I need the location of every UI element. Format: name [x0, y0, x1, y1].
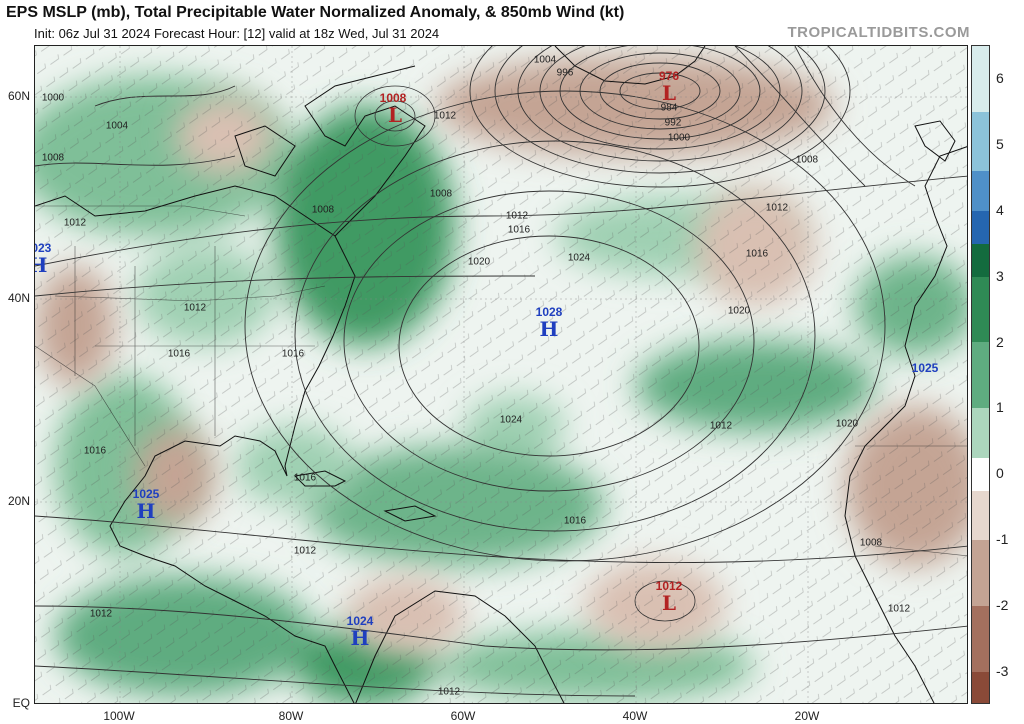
lat-label-eq: EQ: [12, 696, 30, 710]
colorbar-segment: [972, 457, 989, 491]
colorbar-tick-label: 4: [996, 201, 1004, 218]
colorbar-tick-label: 1: [996, 399, 1004, 416]
map-canvas: [35, 46, 967, 703]
isobar-label: 1008: [41, 152, 65, 164]
lat-label-60n: 60N: [7, 89, 30, 103]
isobar-label: 1012: [89, 608, 113, 620]
deep-low-isobars: [469, 46, 851, 188]
graticule: [35, 46, 967, 703]
isobar-label: 1008: [311, 204, 335, 216]
colorbar-segment: [972, 671, 989, 703]
colorbar-segment: [972, 46, 989, 112]
lat-label-20n: 20N: [7, 494, 30, 508]
isobar-label: 1020: [727, 305, 751, 317]
high-1024-symbol: H: [350, 626, 370, 650]
high-1028-symbol: H: [539, 317, 559, 341]
isobar-label: 1020: [467, 256, 491, 268]
lon-label-80w: 80W: [278, 709, 304, 723]
lat-label-40n: 40N: [7, 291, 30, 305]
colorbar-tick-label: 3: [996, 267, 1004, 284]
high-1024-value: 1024: [346, 614, 374, 628]
high-1023-symbol: H: [35, 253, 47, 277]
colorbar-tick-label: 0: [996, 465, 1004, 482]
isobar-label: 1000: [41, 92, 65, 104]
colorbar-tick-label: -2: [996, 597, 1009, 614]
site-brand: TROPICALTIDBITS.COM: [787, 24, 970, 41]
colorbar-segment: [972, 210, 989, 244]
isobar-label: 1012: [183, 302, 207, 314]
isobar-label: 1016: [167, 348, 191, 360]
high-1025-mexico-symbol: H: [136, 499, 156, 523]
isobar-label: 1024: [499, 414, 523, 426]
isobar-label: 1016: [281, 348, 305, 360]
isobar-label: 1016: [507, 224, 531, 236]
low-1012-value: 1012: [655, 579, 683, 593]
isobar-label: 1016: [293, 472, 317, 484]
isobar-label: 996: [556, 67, 574, 79]
lon-label-20w: 20W: [794, 709, 820, 723]
colorbar-tick-label: -3: [996, 663, 1009, 680]
colorbar: [971, 45, 990, 704]
high-1025-mexico-value: 1025: [132, 487, 160, 501]
colorbar-segment: [972, 408, 989, 458]
colorbar-segment: [972, 540, 989, 607]
chart-subtitle: Init: 06z Jul 31 2024 Forecast Hour: [12…: [34, 26, 440, 41]
isobar-label: 1012: [63, 217, 87, 229]
chart-title: EPS MSLP (mb), Total Precipitable Water …: [6, 4, 625, 21]
low-1012-symbol: L: [661, 591, 677, 615]
colorbar-segment: [972, 490, 989, 541]
isobar-label: 1012: [765, 202, 789, 214]
colorbar-segment: [972, 606, 989, 672]
coastlines: [35, 46, 967, 703]
low-1008-value: 1008: [379, 91, 407, 105]
colorbar-tick-label: 5: [996, 135, 1004, 152]
small-low-isobars: [354, 85, 696, 622]
isobar-label: 1016: [83, 445, 107, 457]
low-976-symbol: L: [661, 81, 677, 105]
wind-barbs: [35, 46, 967, 703]
weather-map: 1000 1004 1008 1012 1016 1020 1024 1012 …: [34, 45, 968, 704]
lon-label-40w: 40W: [622, 709, 648, 723]
isobar-label: 1020: [835, 418, 859, 430]
borders: [35, 205, 967, 557]
isobar-label: 1004: [105, 120, 129, 132]
high-1023-value: 1023: [35, 241, 52, 255]
low-1008-symbol: L: [387, 103, 403, 127]
colorbar-tick-label: -1: [996, 531, 1009, 548]
isobar-label: 1008: [429, 188, 453, 200]
lon-label-60w: 60W: [450, 709, 476, 723]
low-976-value: 976: [658, 69, 680, 83]
isobar-label: 1000: [667, 132, 691, 144]
isobar-label: 984: [660, 102, 678, 114]
isobar-label: 1012: [887, 603, 911, 615]
isobar-label: 1016: [563, 515, 587, 527]
isobar-label: 1016: [745, 248, 769, 260]
isobar-label: 1008: [859, 537, 883, 549]
isobar-label: 1008: [795, 154, 819, 166]
isobar-label: 1004: [533, 54, 557, 66]
isobars: [35, 46, 967, 697]
isobar-label: 1024: [567, 252, 591, 264]
high-1025-east-value: 1025: [911, 361, 939, 375]
colorbar-segment: [972, 111, 989, 172]
isobar-label: 1012: [293, 545, 317, 557]
lon-label-100w: 100W: [103, 709, 135, 723]
colorbar-segment: [972, 171, 989, 211]
isobar-label: 1012: [505, 210, 529, 222]
colorbar-segment: [972, 276, 989, 343]
isobar-label: 1012: [433, 110, 457, 122]
colorbar-segment: [972, 342, 989, 409]
isobar-label: 992: [664, 117, 682, 129]
isobar-label: 1012: [437, 686, 461, 698]
colorbar-tick-label: 6: [996, 69, 1004, 86]
isobar-label: 1012: [709, 420, 733, 432]
colorbar-tick-label: 2: [996, 333, 1004, 350]
colorbar-segment: [972, 243, 989, 277]
high-1028-value: 1028: [535, 305, 563, 319]
